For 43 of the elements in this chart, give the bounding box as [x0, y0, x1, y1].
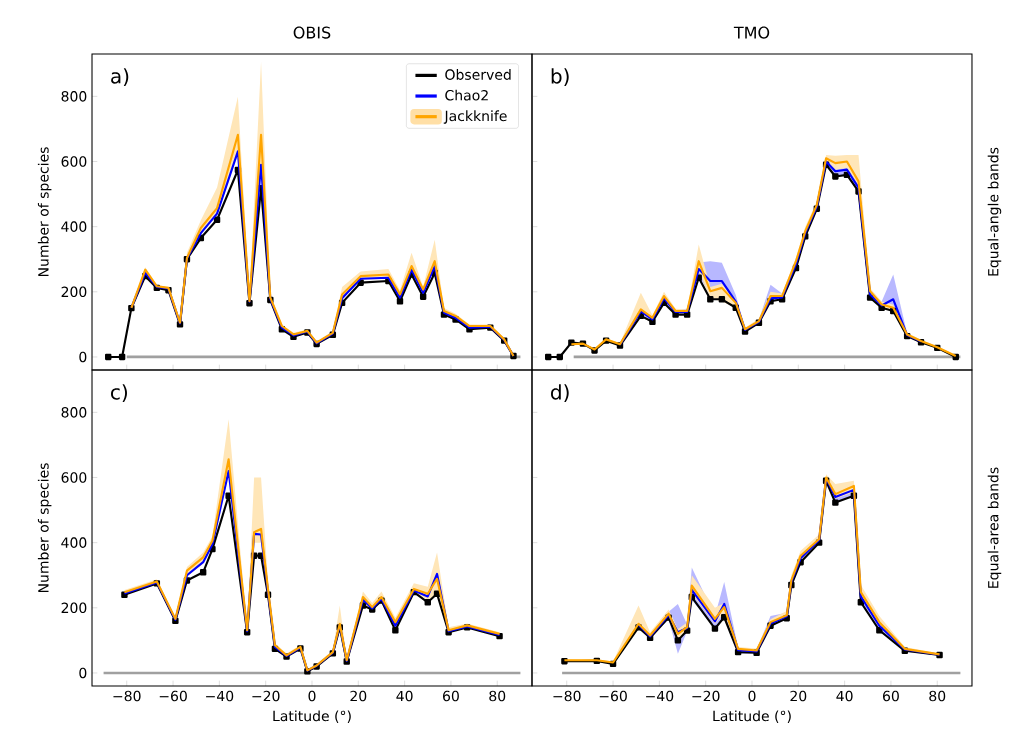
y-tick-label: 800: [61, 91, 87, 102]
y-tick-label: 400: [61, 221, 87, 232]
x-tick-label: −60: [159, 690, 187, 702]
y-tick-label: 200: [61, 286, 87, 298]
x-tick-label: −60: [599, 690, 627, 702]
text: Equal-area bands: [987, 467, 1002, 588]
chart-title: TMO: [733, 26, 770, 39]
x-tick-label: 40: [396, 690, 413, 702]
x-tick-label: −20: [252, 690, 280, 702]
x-axis-title: Latitude (°): [713, 710, 791, 723]
legend-label: Observed: [445, 69, 511, 80]
x-tick-label: 20: [350, 690, 367, 702]
x-tick-label: −20: [692, 690, 720, 702]
x-tick-label: −40: [206, 690, 234, 702]
y-axis-title: Number of species: [37, 147, 52, 277]
x-tick-label: 80: [929, 690, 946, 702]
x-tick-label: 40: [836, 690, 853, 702]
y-tick-label: 800: [61, 407, 87, 418]
x-tick-label: 60: [443, 690, 459, 702]
annotation: b): [551, 68, 569, 87]
x-tick-label: −80: [113, 690, 141, 702]
text: Equal-angle bands: [987, 147, 1002, 276]
annotation: a): [111, 68, 129, 86]
x-tick-label: −40: [646, 690, 674, 702]
x-axis-title: Latitude (°): [273, 710, 351, 723]
x-tick-label: 80: [489, 690, 506, 702]
y-tick-label: 0: [79, 667, 87, 679]
y-tick-label: 0: [79, 351, 87, 363]
x-tick-label: 20: [790, 690, 807, 702]
y-axis-title: Number of species: [37, 463, 52, 593]
x-tick-label: 0: [748, 690, 756, 702]
chart-title: OBIS: [293, 26, 331, 39]
x-tick-label: 60: [883, 690, 899, 702]
annotation: c): [111, 384, 127, 402]
y-tick-label: 600: [61, 472, 87, 483]
x-tick-label: −80: [553, 690, 581, 702]
x-tick-label: 0: [308, 690, 316, 702]
legend-label: Jackknife: [443, 110, 507, 124]
annotation: d): [551, 384, 569, 403]
y-tick-label: 600: [61, 156, 87, 167]
y-tick-label: 200: [61, 602, 87, 614]
y-tick-label: 400: [61, 537, 87, 548]
legend-label: Chao2: [445, 89, 488, 101]
